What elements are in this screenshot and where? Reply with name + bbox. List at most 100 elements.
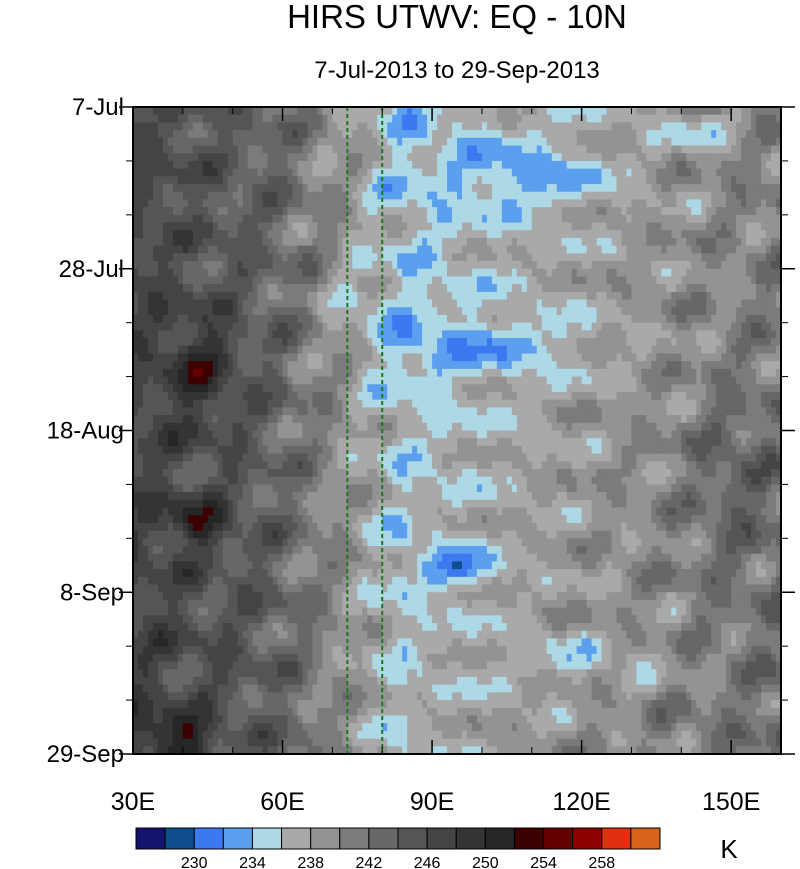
field-cell [327,253,333,262]
field-cell [167,376,174,385]
field-cell [252,137,259,147]
field-cell [566,361,573,370]
field-cell [382,376,388,385]
field-cell [437,291,443,301]
field-cell [312,214,319,224]
field-cell [731,214,737,224]
field-cell [731,160,737,170]
field-cell [721,184,727,193]
field-cell [671,307,677,316]
field-cell [342,222,348,231]
field-cell [302,276,309,285]
field-cell [611,391,618,401]
field-cell [422,261,428,270]
field-cell [142,184,149,193]
field-cell [721,168,727,177]
field-cell [437,176,443,185]
field-cell [272,191,279,201]
field-cell [541,261,548,270]
field-cell [242,276,249,285]
field-cell [282,314,289,324]
field-cell [192,338,199,347]
field-cell [382,137,388,147]
field-cell [152,122,159,131]
field-cell [407,130,413,139]
field-cell [147,322,154,331]
field-cell [272,361,279,370]
field-cell [337,122,343,131]
field-cell [267,399,274,408]
field-cell [432,237,438,247]
field-cell [771,153,777,162]
field-cell [616,222,623,231]
field-cell [751,222,757,231]
field-cell [377,191,383,201]
field-cell [357,307,363,316]
field-cell [716,237,722,247]
field-cell [511,268,518,278]
field-cell [701,284,707,293]
field-cell [701,391,707,401]
field-cell [506,214,513,224]
field-cell [452,137,458,147]
field-cell [427,214,433,224]
field-cell [332,222,338,231]
field-cell [407,153,413,162]
field-cell [561,276,568,285]
field-cell [352,284,358,293]
field-cell [377,322,383,331]
field-cell [526,361,533,370]
field-cell [686,253,692,262]
field-cell [133,268,139,278]
field-cell [776,299,781,308]
field-cell [626,122,633,131]
field-cell [661,214,667,224]
field-cell [452,184,458,193]
field-cell [691,391,697,401]
field-cell [711,245,717,254]
field-cell [222,299,229,308]
field-cell [706,176,712,185]
field-cell [746,299,752,308]
field-cell [721,176,727,185]
field-cell [656,368,662,378]
field-cell [352,384,358,393]
field-cell [252,376,259,385]
field-cell [571,207,578,216]
field-cell [661,237,667,247]
field-cell [706,222,712,231]
field-cell [691,207,697,216]
field-cell [581,107,588,116]
field-cell [133,345,139,355]
field-cell [626,376,633,385]
field-cell [267,307,274,316]
field-cell [157,199,164,208]
field-cell [147,268,154,278]
field-cell [352,207,358,216]
field-cell [606,137,613,147]
field-cell [177,184,184,193]
field-cell [442,184,448,193]
field-cell [646,222,652,231]
field-cell [447,376,453,385]
field-cell [377,153,383,162]
field-cell [766,176,772,185]
field-cell [621,237,628,247]
field-cell [342,391,348,401]
field-cell [292,314,299,324]
field-cell [422,145,428,154]
field-cell [247,299,254,308]
field-cell [242,176,249,185]
field-cell [486,230,493,239]
field-cell [312,299,319,308]
field-cell [486,353,493,362]
field-cell [187,361,194,370]
field-cell [566,237,573,247]
field-cell [267,160,274,170]
field-cell [457,307,463,316]
field-cell [626,391,633,401]
field-cell [506,184,513,193]
field-cell [237,268,244,278]
field-cell [536,384,543,393]
field-cell [736,299,742,308]
